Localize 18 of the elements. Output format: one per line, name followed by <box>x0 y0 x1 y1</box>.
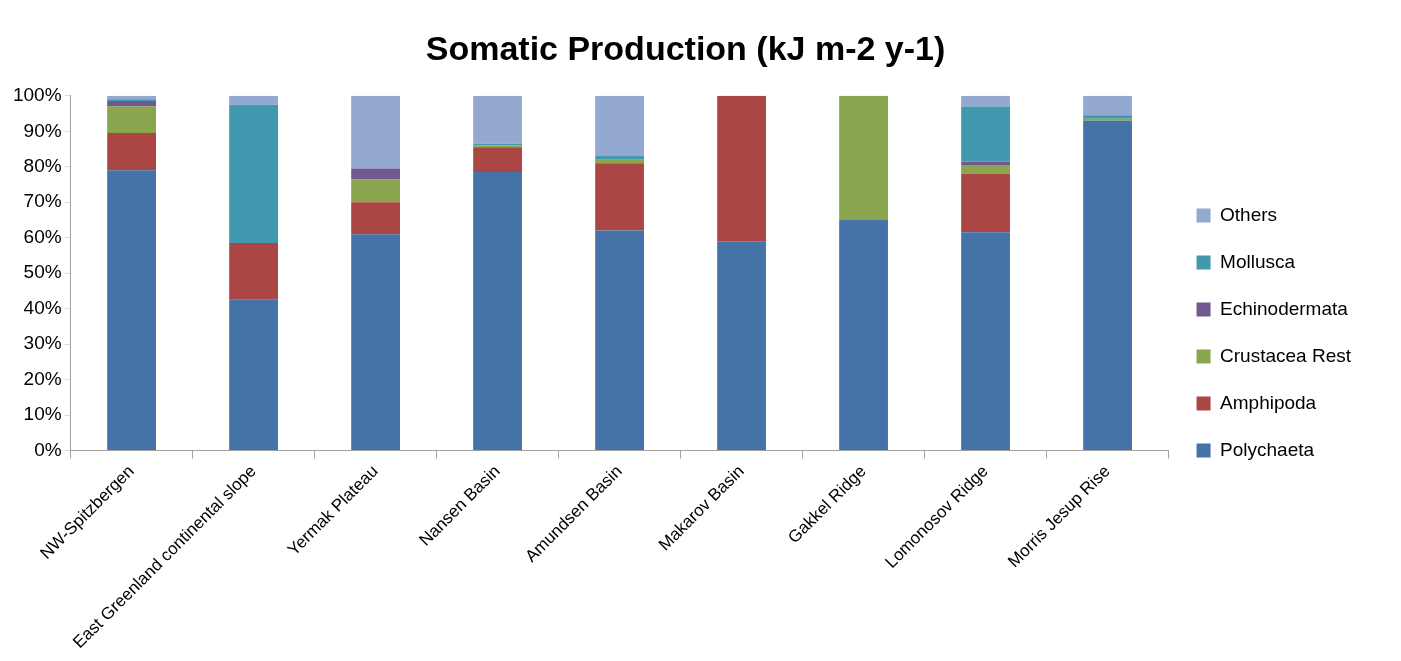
legend-label: Crustacea Rest <box>1220 344 1352 366</box>
y-tick-label: 80% <box>23 154 62 176</box>
legend-label: Amphipoda <box>1220 391 1317 413</box>
y-tick-label: 30% <box>23 332 62 354</box>
y-tick-label: 90% <box>23 119 62 141</box>
legend-label: Mollusca <box>1220 250 1296 272</box>
y-tick-label: 100% <box>12 84 62 106</box>
y-tick-label: 50% <box>23 261 62 283</box>
y-tick-label: 40% <box>23 296 62 318</box>
legend-label: Others <box>1220 203 1278 225</box>
legend-label: Polychaeta <box>1220 438 1315 460</box>
legend-label: Echinodermata <box>1220 297 1349 319</box>
y-tick-label: 60% <box>23 225 62 247</box>
chart-title: Somatic Production (kJ m-2 y-1) <box>425 28 946 67</box>
y-tick-label: 0% <box>34 438 62 460</box>
y-tick-label: 10% <box>23 403 62 425</box>
y-tick-label: 20% <box>23 367 62 389</box>
y-tick-label: 70% <box>23 190 62 212</box>
